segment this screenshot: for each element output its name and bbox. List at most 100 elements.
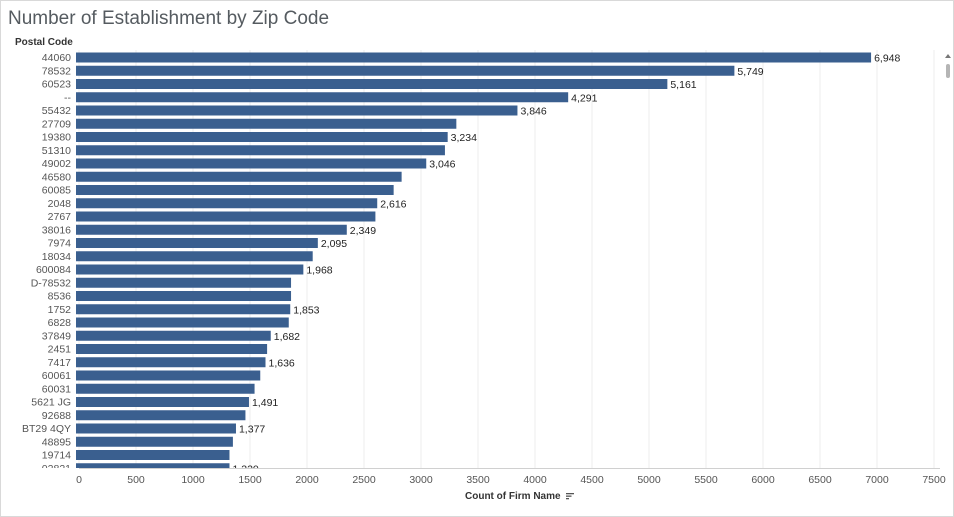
category-label: 2048 — [48, 198, 72, 210]
category-label: 19714 — [42, 450, 71, 462]
x-tick-label: 2500 — [352, 474, 376, 486]
bar[interactable] — [76, 383, 255, 394]
data-label: 1,491 — [252, 397, 278, 409]
bar[interactable] — [76, 344, 268, 354]
category-label: 60085 — [42, 185, 71, 197]
category-label: 5621 JG — [31, 397, 71, 409]
data-label: 1,682 — [274, 331, 300, 343]
category-label: 60061 — [42, 370, 71, 382]
data-label: 2,616 — [380, 198, 406, 210]
category-label: 60031 — [42, 383, 71, 395]
scroll-up-arrow-icon[interactable] — [945, 54, 951, 58]
bar[interactable] — [76, 79, 668, 89]
bar[interactable] — [76, 92, 569, 103]
x-tick-label: 7500 — [922, 474, 946, 486]
category-label: 55432 — [42, 105, 71, 117]
data-label: 3,846 — [520, 106, 546, 118]
bar[interactable] — [76, 171, 402, 182]
x-tick-label: 3500 — [466, 474, 490, 486]
data-label: 6,948 — [874, 53, 900, 65]
bar[interactable] — [76, 251, 313, 262]
data-label: 1,853 — [293, 304, 319, 316]
category-label: 46580 — [42, 171, 71, 183]
bar[interactable] — [76, 450, 230, 460]
x-tick-label: 6000 — [751, 474, 775, 486]
category-label: 38016 — [42, 224, 71, 236]
category-label: 6828 — [48, 317, 72, 329]
bar[interactable] — [76, 410, 246, 421]
category-label: 1752 — [48, 304, 72, 316]
category-label: 49002 — [42, 158, 71, 170]
bar[interactable] — [76, 185, 394, 195]
bar[interactable] — [76, 370, 261, 381]
bar[interactable] — [76, 198, 378, 209]
data-label: 1,377 — [239, 424, 265, 436]
bar[interactable] — [76, 211, 376, 222]
bar[interactable] — [76, 158, 427, 169]
data-label: 1,636 — [269, 357, 295, 369]
data-label: 2,095 — [321, 238, 347, 250]
category-label: 600084 — [36, 264, 71, 276]
bar[interactable] — [76, 330, 271, 341]
category-label: -- — [64, 92, 71, 104]
bar[interactable] — [76, 65, 735, 76]
category-label: 44060 — [42, 52, 71, 64]
category-label: 19380 — [42, 132, 71, 144]
bar[interactable] — [76, 304, 291, 315]
bar[interactable] — [76, 264, 304, 275]
bar[interactable] — [76, 224, 347, 235]
x-tick-label: 5000 — [637, 474, 661, 486]
x-tick-label: 4500 — [580, 474, 604, 486]
category-label: 8536 — [48, 291, 72, 303]
category-label: 37849 — [42, 330, 71, 342]
bar[interactable] — [76, 52, 872, 63]
bar[interactable] — [76, 145, 445, 156]
category-label: 18034 — [42, 251, 71, 263]
x-axis-title-text: Count of Firm Name — [465, 491, 561, 502]
category-label: 2451 — [48, 344, 72, 356]
x-tick-label: 3000 — [409, 474, 433, 486]
data-label: 1,968 — [306, 265, 332, 277]
data-label: 5,749 — [737, 66, 763, 78]
data-label: 4,291 — [571, 92, 597, 104]
bar[interactable] — [76, 105, 518, 116]
bar[interactable] — [76, 238, 318, 248]
data-label: 1,320 — [232, 463, 258, 475]
scrollbar-thumb[interactable] — [946, 64, 950, 78]
category-label: 51310 — [42, 145, 71, 157]
x-tick-label: 1500 — [238, 474, 262, 486]
category-label: 92688 — [42, 410, 71, 422]
x-tick-label: 6500 — [808, 474, 832, 486]
x-tick-label: 1000 — [181, 474, 205, 486]
bar[interactable] — [76, 277, 292, 288]
data-label: 3,234 — [451, 132, 477, 144]
category-label: BT29 4QY — [22, 423, 71, 435]
x-tick-label: 5500 — [694, 474, 718, 486]
x-axis-title[interactable]: Count of Firm Name — [465, 491, 575, 502]
sort-descending-icon[interactable] — [566, 492, 575, 500]
x-tick-label: 4000 — [523, 474, 547, 486]
bar[interactable] — [76, 397, 249, 407]
bar[interactable] — [76, 118, 457, 129]
vertical-scrollbar[interactable] — [944, 50, 953, 468]
data-label: 5,161 — [670, 79, 696, 91]
bar[interactable] — [76, 463, 230, 473]
category-label: 60523 — [42, 79, 71, 91]
bar[interactable] — [76, 132, 448, 142]
bar[interactable] — [76, 423, 236, 434]
category-label: 27709 — [42, 118, 71, 130]
x-tick-label: 0 — [76, 474, 82, 486]
y-axis-title: Postal Code — [15, 37, 73, 48]
bar[interactable] — [76, 317, 289, 328]
x-tick-label: 7000 — [865, 474, 889, 486]
data-label: 3,046 — [429, 159, 455, 171]
bar[interactable] — [76, 357, 266, 368]
category-label: 7417 — [48, 357, 72, 369]
bar[interactable] — [76, 436, 233, 447]
category-label: 48895 — [42, 436, 71, 448]
category-label: 7974 — [48, 238, 72, 250]
bar[interactable] — [76, 291, 292, 301]
x-tick-label: 500 — [127, 474, 145, 486]
chart-title: Number of Establishment by Zip Code — [8, 8, 330, 29]
